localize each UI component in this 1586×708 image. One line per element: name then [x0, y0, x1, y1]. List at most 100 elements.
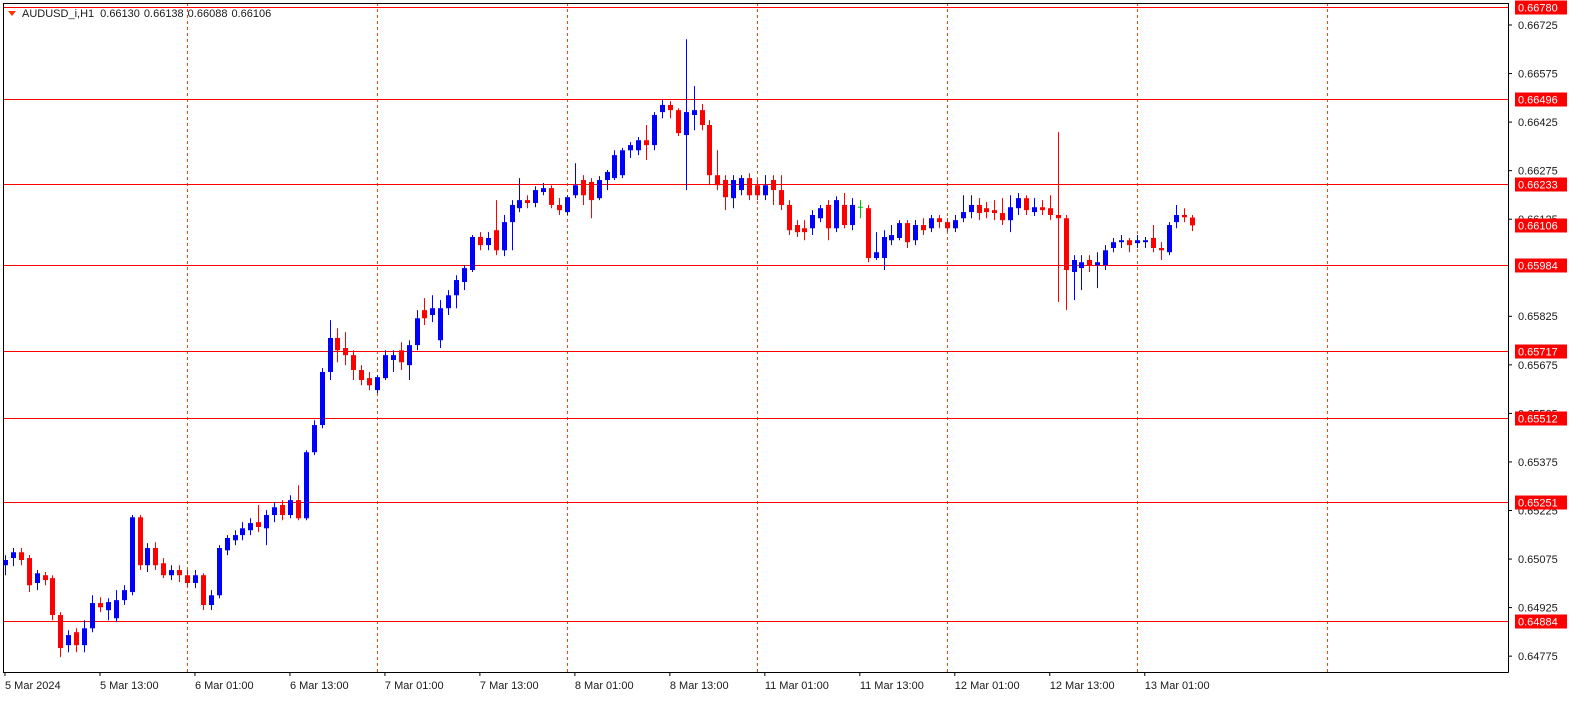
x-tick-label: 12 Mar 01:00	[955, 680, 1020, 692]
candle-body	[1151, 237, 1156, 249]
candle-body	[375, 377, 380, 391]
candle-body	[486, 237, 491, 246]
candle-body	[1040, 207, 1045, 211]
candle-body	[787, 204, 792, 231]
candle-body	[921, 225, 926, 231]
x-tick-label: 11 Mar 01:00	[765, 680, 829, 692]
candle-body	[225, 538, 230, 551]
candle-body	[715, 175, 720, 186]
chart-header: AUDUSD_i,H1 0.66130 0.66138 0.66088 0.66106	[8, 8, 271, 20]
candle-body	[1182, 214, 1187, 218]
candle-body	[462, 268, 467, 282]
candle-body	[636, 140, 641, 151]
x-tick-label: 12 Mar 13:00	[1050, 680, 1115, 692]
candle-body	[153, 548, 158, 566]
candle-body	[668, 104, 673, 111]
candle-body	[422, 310, 427, 319]
candle-body	[82, 628, 87, 646]
candle-body	[130, 517, 135, 593]
candle-body	[138, 517, 143, 566]
level-label-box	[1515, 258, 1567, 273]
candle-body	[430, 308, 435, 316]
open-label: 0.66130	[100, 8, 140, 20]
candle-body	[1095, 262, 1100, 266]
candle-body	[826, 204, 831, 229]
candle-body	[391, 355, 396, 360]
candle-body	[312, 425, 317, 453]
candle-body	[1016, 198, 1021, 209]
high-label: 0.66138	[144, 8, 184, 20]
candle-body	[1032, 207, 1037, 213]
candle-body	[415, 318, 420, 346]
candle-body	[953, 220, 958, 229]
candle-body	[810, 214, 815, 229]
candle-body	[185, 575, 190, 583]
candle-body	[209, 595, 214, 606]
last-price-label: 0.66106	[1518, 220, 1558, 232]
level-label-box	[1515, 177, 1567, 192]
candle-body	[50, 578, 55, 616]
candle-body	[407, 345, 412, 366]
candle-body	[802, 228, 807, 233]
candle-body	[122, 590, 127, 601]
candle-body	[248, 523, 253, 531]
y-tick-label: 0.65075	[1518, 554, 1558, 566]
y-tick-label: 0.66725	[1518, 20, 1558, 32]
candle-body	[177, 570, 182, 576]
candle-body	[1008, 207, 1013, 221]
candle-body	[1000, 213, 1005, 221]
candle-body	[818, 208, 823, 219]
collapse-arrow[interactable]	[8, 11, 16, 16]
candle-body	[240, 528, 245, 536]
level-label: 0.65984	[1518, 260, 1558, 272]
level-label: 0.65512	[1518, 413, 1558, 425]
candle-body	[359, 370, 364, 381]
candle-body	[304, 452, 309, 519]
candle-body	[1079, 262, 1084, 269]
candle-body	[502, 222, 507, 251]
candle-body	[1143, 240, 1148, 243]
level-label: 0.65717	[1518, 346, 1558, 358]
candle-body	[1048, 208, 1053, 215]
candle-body	[723, 180, 728, 198]
candle-body	[1167, 225, 1172, 253]
level-label-box	[1515, 411, 1567, 426]
candle-body	[937, 218, 942, 223]
candle-body	[676, 110, 681, 134]
level-label-box	[1515, 495, 1567, 510]
candle-body	[320, 371, 325, 426]
candle-body	[644, 140, 649, 146]
candle-body	[747, 178, 752, 196]
candle-body	[882, 237, 887, 259]
candle-body	[945, 222, 950, 229]
candle-body	[161, 563, 166, 576]
candle-body	[280, 504, 285, 516]
y-tick-label: 0.66275	[1518, 166, 1558, 178]
x-tick-label: 8 Mar 13:00	[670, 680, 729, 692]
candle-body	[494, 230, 499, 251]
candle-body	[446, 295, 451, 309]
candle-body	[98, 603, 103, 608]
candle-body	[874, 252, 879, 259]
candle-body	[1135, 240, 1140, 244]
candle-body	[992, 210, 997, 214]
candle-body	[763, 185, 768, 196]
candle-body	[866, 208, 871, 259]
candle-body	[66, 635, 71, 646]
candle-body	[343, 348, 348, 356]
chart-header-text: AUDUSD_i,H1 0.66130 0.66138 0.66088 0.66106	[22, 8, 271, 20]
x-tick-label: 5 Mar 13:00	[100, 680, 159, 692]
candle-body	[779, 190, 784, 205]
candle-body	[573, 185, 578, 196]
candle-body	[399, 350, 404, 363]
x-tick-label: 7 Mar 13:00	[480, 680, 539, 692]
candle-body	[739, 178, 744, 191]
candle-body	[834, 200, 839, 229]
candle-body	[850, 204, 855, 226]
candle-body	[383, 355, 388, 379]
candle-body	[795, 225, 800, 233]
y-tick-label: 0.64925	[1518, 602, 1558, 614]
candle-body	[35, 573, 40, 583]
candle-body	[905, 223, 910, 243]
